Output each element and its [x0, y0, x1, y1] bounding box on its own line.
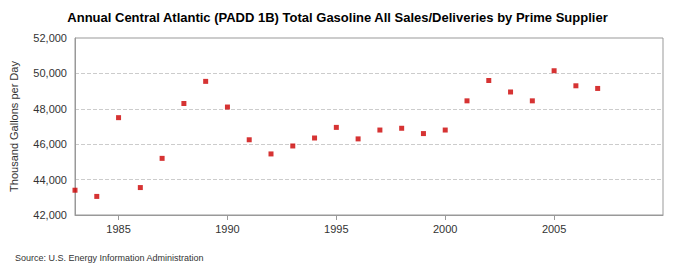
- svg-text:2000: 2000: [433, 223, 457, 235]
- svg-text:48,000: 48,000: [33, 103, 67, 115]
- svg-text:1990: 1990: [215, 223, 239, 235]
- svg-text:1985: 1985: [106, 223, 130, 235]
- svg-text:2005: 2005: [542, 223, 566, 235]
- svg-text:1995: 1995: [324, 223, 348, 235]
- svg-text:44,000: 44,000: [33, 174, 67, 186]
- svg-text:Annual Central Atlantic (PADD: Annual Central Atlantic (PADD 1B) Total …: [67, 10, 607, 25]
- svg-text:50,000: 50,000: [33, 67, 67, 79]
- svg-text:42,000: 42,000: [33, 209, 67, 221]
- svg-text:Source: U.S. Energy Informatio: Source: U.S. Energy Information Administ…: [15, 253, 204, 263]
- svg-text:46,000: 46,000: [33, 138, 67, 150]
- svg-text:Thousand Gallons per Day: Thousand Gallons per Day: [8, 61, 20, 192]
- svg-text:52,000: 52,000: [33, 32, 67, 44]
